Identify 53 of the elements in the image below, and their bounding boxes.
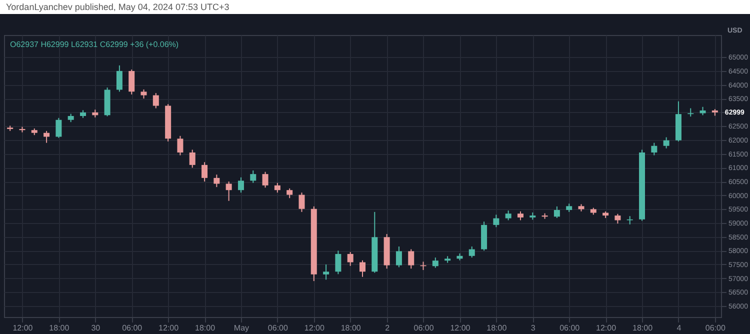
candlestick <box>396 246 402 268</box>
candlestick <box>152 92 159 109</box>
x-tick-label: 18:00 <box>49 324 70 332</box>
annotation: O62937 H62999 L62931 C62999 +36 (+0.06%) <box>10 40 179 49</box>
x-tick-label: 3 <box>530 324 536 332</box>
candlestick <box>140 88 147 100</box>
candlestick <box>408 248 414 270</box>
candlestick <box>651 142 658 156</box>
candlestick <box>614 213 621 224</box>
text: YordanLyanchev published, May 04, 2024 07:53 UTC+3 <box>5 1 230 14</box>
candlestick <box>202 162 208 182</box>
x-tick-label: 18:00 <box>340 324 362 332</box>
x-tick-label: 30 <box>91 324 101 332</box>
candlestick <box>360 260 366 278</box>
candlestick <box>505 210 512 221</box>
x-tick-label: 12:00 <box>12 324 34 332</box>
candlestick <box>468 246 475 258</box>
x-tick-label: 06:00 <box>122 324 143 332</box>
x-tick-label: 12:00 <box>158 324 180 332</box>
candlestick <box>116 64 122 92</box>
x-tick-label: 18:00 <box>486 324 508 332</box>
x-tick-label: 06:00 <box>268 324 288 332</box>
candlestick <box>56 117 62 138</box>
candlestick <box>663 136 670 149</box>
candlestick <box>323 264 330 280</box>
candlestick <box>177 135 184 156</box>
candlestick <box>493 214 500 228</box>
x-tick-label: 2 <box>385 324 390 332</box>
candlestick <box>335 250 342 275</box>
x-tick-label: 4 <box>676 324 682 332</box>
x-tick-label: May <box>234 324 250 332</box>
x-tick-label: 06:00 <box>414 324 434 332</box>
candlestick <box>44 130 50 144</box>
x-tick-label: 12:00 <box>304 324 325 332</box>
candlestick <box>347 252 354 266</box>
candlestick <box>238 176 244 194</box>
candlestick <box>298 192 305 212</box>
candlestick <box>250 170 256 184</box>
candlestick <box>189 149 196 168</box>
x-tick-label: 06:00 <box>705 324 726 332</box>
candlestick <box>286 188 293 199</box>
x-tick-label: 06:00 <box>560 324 580 332</box>
candlestick <box>214 174 220 188</box>
x-tick-label: 12:00 <box>596 324 617 332</box>
candlestick <box>554 206 560 219</box>
x-tick-label: 18:00 <box>632 324 654 332</box>
candlestick <box>432 257 438 268</box>
x-tick-label: 18:00 <box>195 324 216 332</box>
x-tick-label: 12:00 <box>450 324 471 332</box>
candlestick <box>226 181 232 202</box>
candlestick <box>262 171 268 188</box>
candlestick <box>128 69 135 95</box>
candlestick <box>274 182 280 194</box>
